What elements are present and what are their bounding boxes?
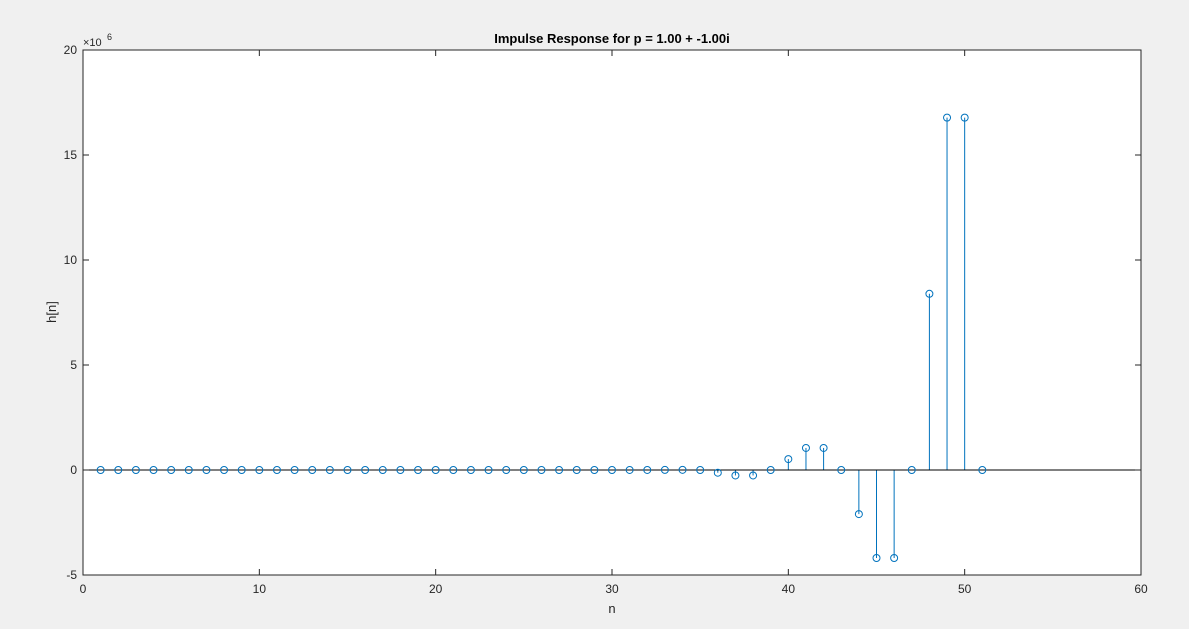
- stem-marker: [255, 466, 264, 474]
- stem-marker: [943, 113, 952, 122]
- y-exponent-label: ×10: [83, 37, 102, 49]
- stem-marker: [272, 466, 281, 474]
- stem-marker: [572, 466, 581, 474]
- stem-marker: [361, 466, 370, 474]
- x-tick-label: 30: [605, 582, 619, 596]
- stem-marker: [608, 465, 616, 474]
- stem-marker: [678, 465, 687, 474]
- stem-marker: [202, 466, 211, 474]
- stem-marker: [907, 466, 916, 474]
- stem-marker: [749, 471, 758, 480]
- stem-marker: [925, 289, 934, 298]
- stem-marker: [131, 466, 140, 474]
- y-axis-label: h[n]: [44, 301, 59, 323]
- stem-marker: [854, 510, 863, 519]
- stem-marker: [343, 466, 352, 474]
- x-axis-ticks: 0 10 20 30 40 50 60: [80, 50, 1148, 596]
- y-axis-ticks: -5 0 5 10 15 20: [64, 43, 1141, 582]
- stem-marker: [625, 465, 634, 474]
- stem-marker: [519, 466, 528, 474]
- stem-marker: [237, 466, 246, 474]
- stem-marker: [290, 466, 299, 474]
- stem-marker: [537, 466, 546, 474]
- y-tick-label: 0: [70, 463, 77, 477]
- stem-marker: [643, 465, 652, 474]
- x-tick-label: 0: [80, 582, 87, 596]
- y-tick-label: 15: [64, 148, 78, 162]
- stem-marker: [660, 465, 669, 474]
- stem-marker: [801, 443, 810, 452]
- stem-marker: [784, 455, 793, 464]
- y-tick-label: 10: [64, 253, 78, 267]
- chart-title: Impulse Response for p = 1.00 + -1.00i: [494, 31, 730, 46]
- x-tick-label: 60: [1134, 582, 1148, 596]
- stem-marker: [484, 466, 493, 474]
- stem-marker: [590, 466, 599, 474]
- stem-marker: [978, 466, 987, 474]
- stem-marker: [396, 466, 405, 474]
- stem-marker: [837, 466, 846, 474]
- stem-marker: [466, 466, 475, 474]
- stem-marker: [184, 466, 193, 474]
- stem-marker: [325, 466, 334, 474]
- stem-marker: [449, 466, 458, 474]
- y-tick-label: 20: [64, 43, 78, 57]
- x-tick-label: 20: [429, 582, 443, 596]
- stem-marker: [872, 553, 881, 562]
- stem-marker: [149, 466, 158, 474]
- stem-marker: [766, 466, 775, 474]
- x-tick-label: 40: [782, 582, 796, 596]
- y-tick-label: 5: [70, 358, 77, 372]
- stem-marker: [220, 466, 229, 474]
- stem-marker: [502, 466, 511, 474]
- stem-marker: [960, 113, 969, 122]
- stem-marker: [890, 553, 899, 562]
- stem-marker: [167, 466, 176, 474]
- stem-marker: [378, 466, 387, 474]
- x-axis-label: n: [608, 601, 615, 616]
- stem-marker: [819, 443, 828, 452]
- stem-marker: [555, 466, 564, 474]
- stem-marker: [713, 468, 722, 477]
- stem-marker: [731, 471, 740, 480]
- y-exponent-power: 6: [107, 32, 112, 42]
- stem-marker: [96, 466, 105, 474]
- stem-marker: [696, 466, 705, 474]
- y-tick-label: -5: [66, 568, 77, 582]
- stem-marker: [114, 466, 123, 474]
- stem-markers: [96, 113, 987, 562]
- stem-marker: [414, 466, 423, 474]
- axes-background: [83, 50, 1141, 575]
- x-tick-label: 10: [253, 582, 267, 596]
- stem-marker: [431, 466, 440, 474]
- x-tick-label: 50: [958, 582, 972, 596]
- stem-marker: [308, 466, 317, 474]
